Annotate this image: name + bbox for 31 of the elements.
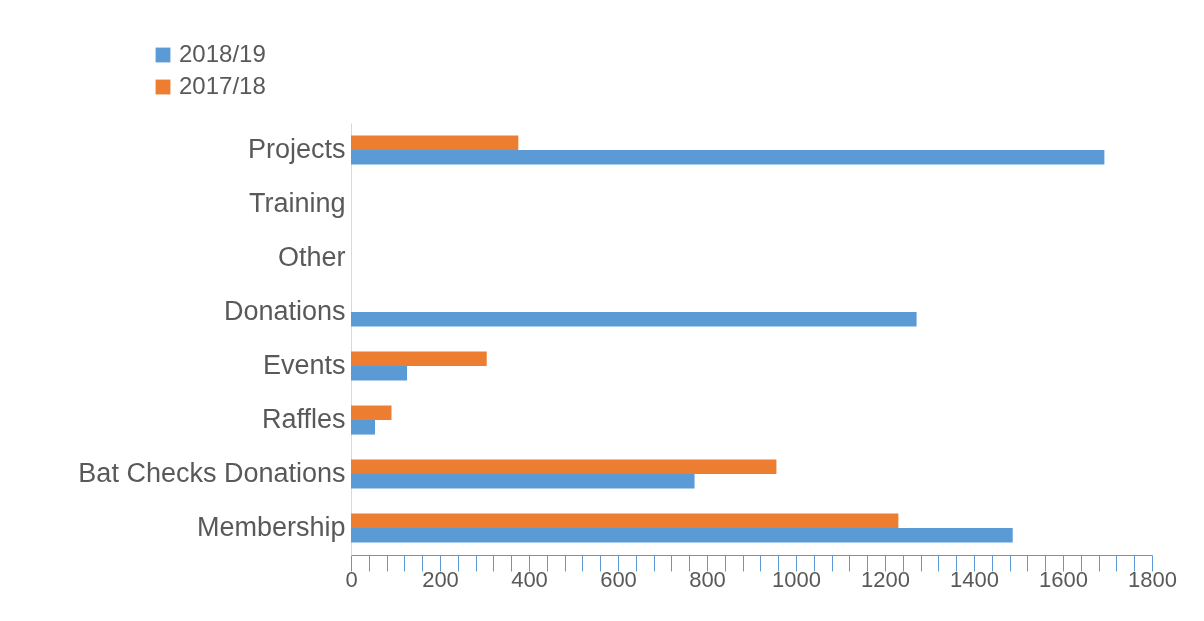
x-tick-label: 1000 (772, 566, 821, 592)
bar (351, 405, 392, 420)
x-tick-label: 400 (511, 566, 548, 592)
bar (351, 135, 519, 150)
bar (351, 312, 917, 327)
x-tick-label: 1800 (1128, 566, 1177, 592)
bar (351, 366, 408, 381)
y-tick-label: Other (277, 242, 346, 272)
y-tick-label: Training (248, 188, 346, 218)
bar (351, 528, 1013, 543)
y-tick-label: Membership (196, 512, 346, 542)
bar (351, 474, 695, 489)
bar (351, 459, 777, 474)
x-tick-label: 800 (689, 566, 726, 592)
bar (351, 351, 487, 366)
bar (351, 420, 376, 435)
x-tick-label: 200 (422, 566, 459, 592)
y-tick-label: Donations (223, 296, 346, 326)
bar (351, 150, 1105, 165)
x-tick-label: 1200 (861, 566, 910, 592)
y-tick-label: Events (262, 350, 346, 380)
y-tick-label: Bat Checks Donations (78, 458, 346, 488)
x-tick-label: 1400 (950, 566, 999, 592)
y-tick-label: Projects (247, 134, 346, 164)
x-tick-label: 0 (345, 566, 358, 592)
bar (351, 513, 899, 528)
x-tick-label: 600 (600, 566, 637, 592)
y-tick-label: Raffles (261, 404, 346, 434)
x-tick-label: 1600 (1039, 566, 1088, 592)
legend-label: 2018/19 (179, 40, 266, 67)
legend-label: 2017/18 (179, 72, 266, 99)
